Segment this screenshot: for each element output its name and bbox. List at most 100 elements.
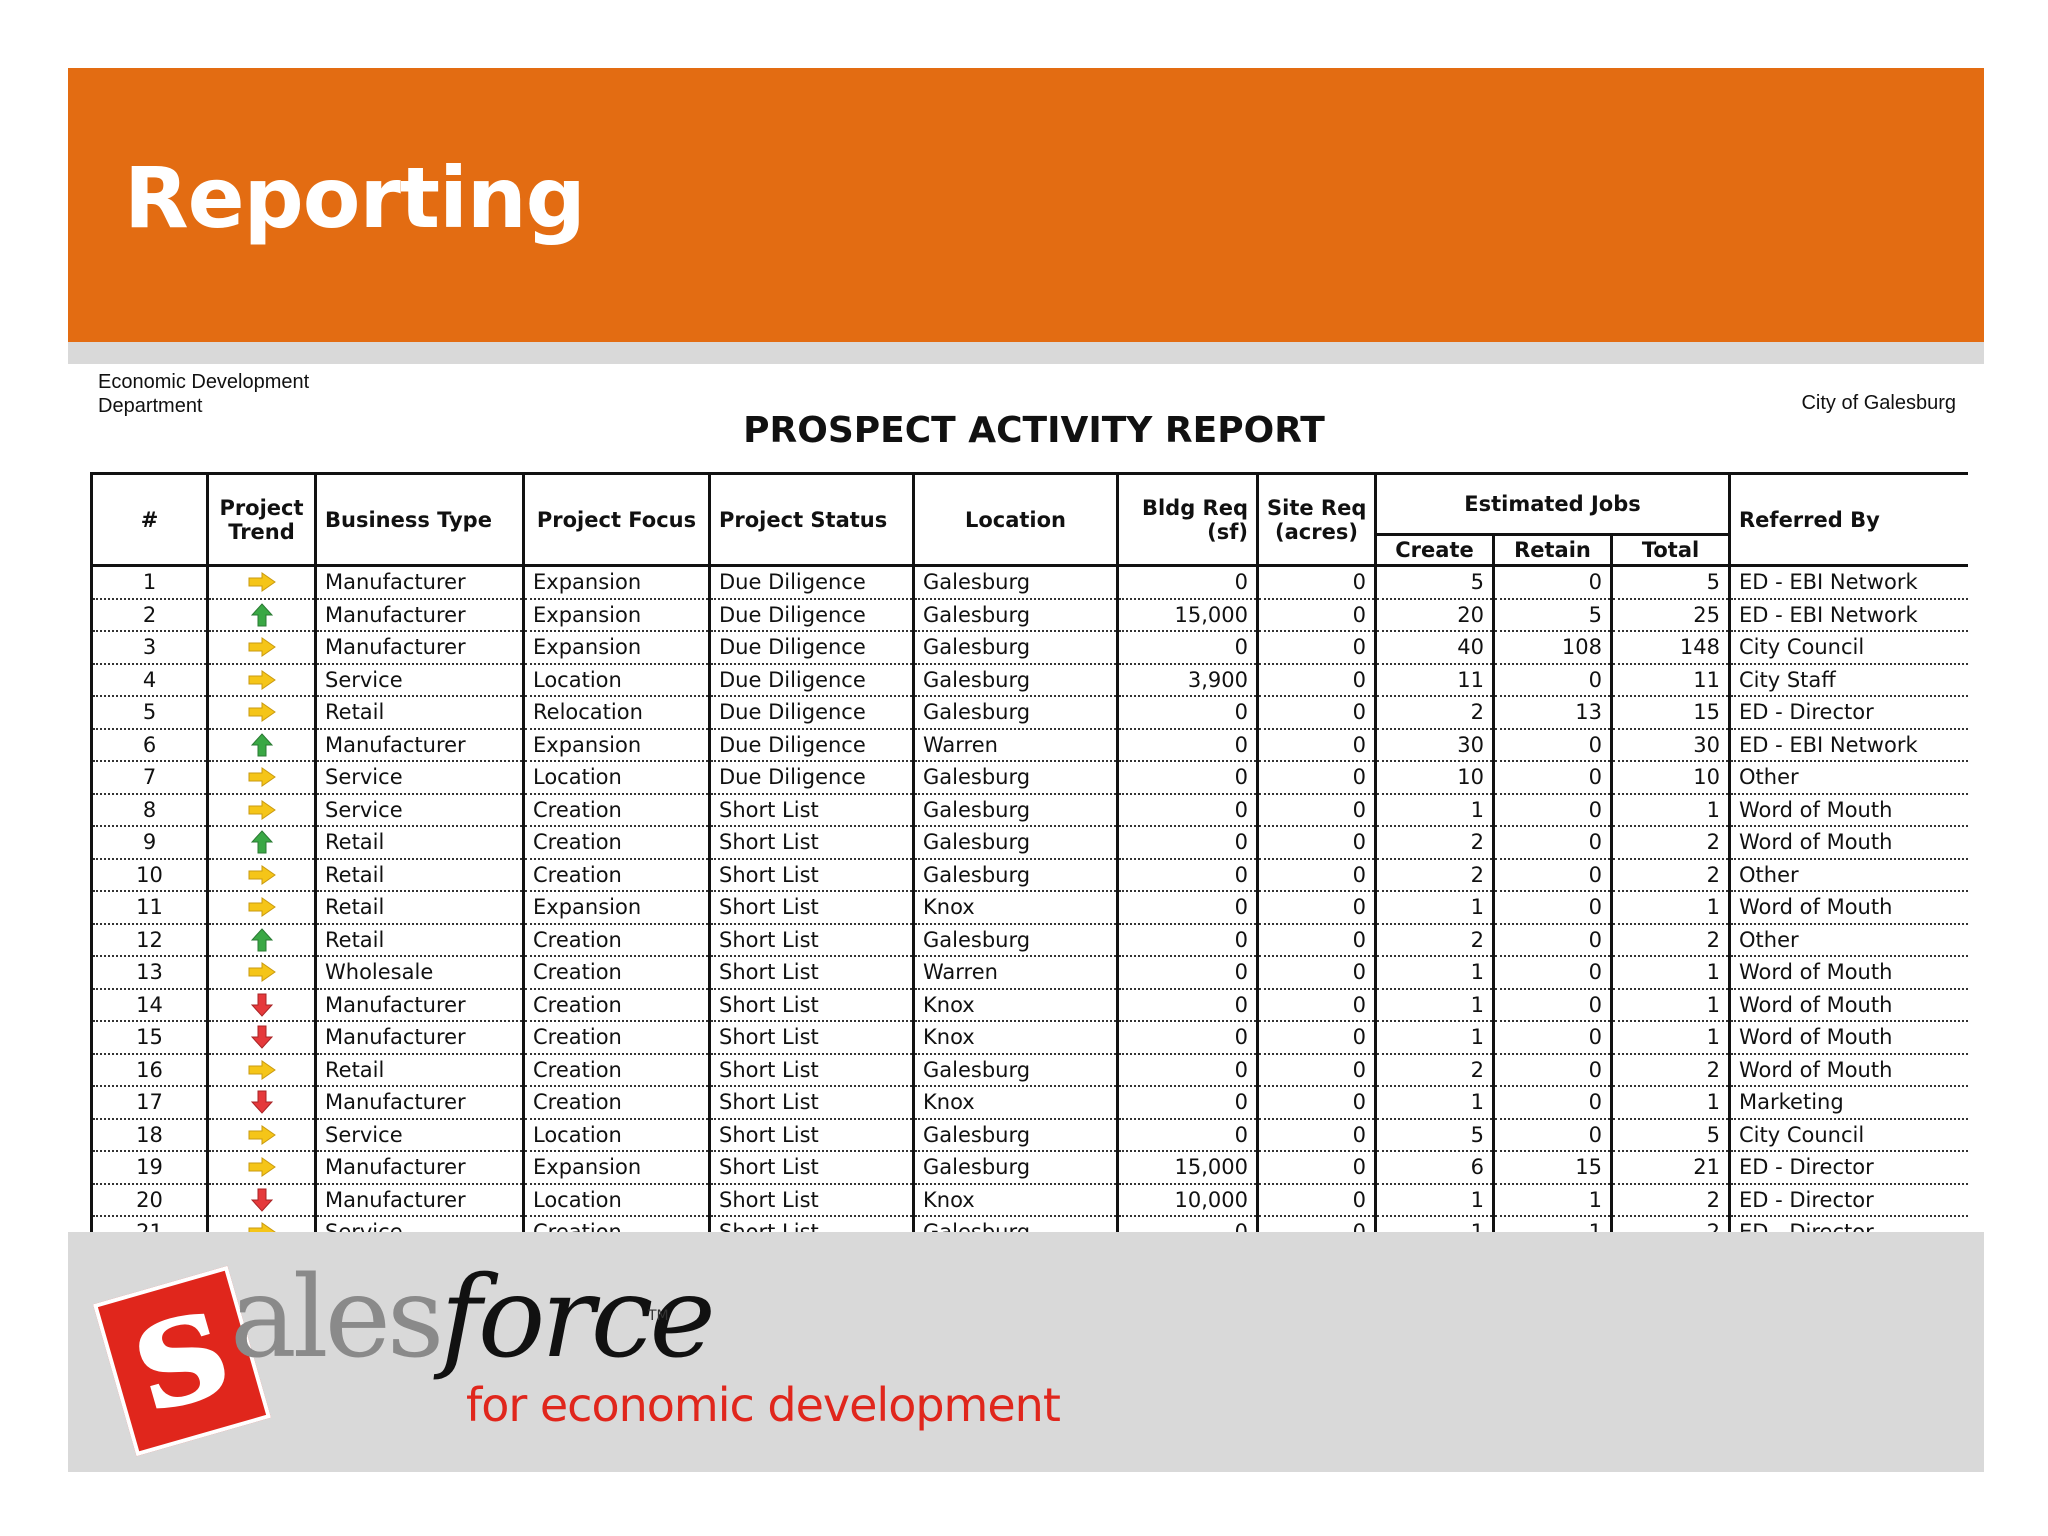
cell-trend	[206, 663, 317, 697]
cell-project-status: Short List	[708, 858, 915, 892]
cell-jobs-total: 5	[1609, 564, 1732, 600]
arrow-right-icon	[217, 1222, 306, 1232]
arrow-right-icon	[217, 572, 306, 593]
cell-bldg-req: 3,900	[1116, 663, 1259, 697]
cell-referred-by: ED - EBI Network	[1728, 564, 1968, 600]
cell-project-status: Due Diligence	[708, 598, 915, 632]
cell-jobs-create: 20	[1374, 598, 1495, 632]
cell-referred-by: Word of Mouth	[1728, 1053, 1968, 1087]
arrow-right-icon	[217, 1157, 306, 1178]
table-row: 16 Retail Creation Short List Galesburg 0 0 2 0 2…	[90, 1053, 1968, 1087]
cell-site-req: 0	[1256, 793, 1377, 827]
cell-project-focus: Location	[522, 1183, 711, 1217]
cell-business-type: Retail	[314, 891, 525, 925]
cell-number: 17	[90, 1086, 209, 1120]
cell-site-req: 0	[1256, 858, 1377, 892]
cell-project-focus: Creation	[522, 793, 711, 827]
cell-project-status: Short List	[708, 891, 915, 925]
cell-location: Knox	[912, 1183, 1119, 1217]
cell-number: 7	[90, 761, 209, 795]
cell-site-req: 0	[1256, 1183, 1377, 1217]
cell-site-req: 0	[1256, 1053, 1377, 1087]
cell-jobs-total: 30	[1609, 728, 1732, 762]
cell-jobs-retain: 0	[1492, 663, 1613, 697]
col-header-bldg-req: Bldg Req (sf)	[1116, 472, 1259, 567]
cell-jobs-total: 1	[1609, 793, 1732, 827]
cell-jobs-create: 2	[1374, 858, 1495, 892]
cell-business-type: Manufacturer	[314, 728, 525, 762]
cell-jobs-total: 148	[1609, 631, 1732, 665]
cell-business-type: Manufacturer	[314, 1086, 525, 1120]
cell-referred-by: City Staff	[1728, 663, 1968, 697]
cell-location: Knox	[912, 988, 1119, 1022]
cell-project-status: Short List	[708, 988, 915, 1022]
cell-jobs-retain: 1	[1492, 1216, 1613, 1232]
cell-jobs-total: 2	[1609, 1216, 1732, 1232]
logo-trademark: TM	[648, 1308, 669, 1324]
cell-location: Galesburg	[912, 1216, 1119, 1232]
cell-trend	[206, 891, 317, 925]
cell-project-focus: Creation	[522, 1086, 711, 1120]
cell-jobs-retain: 0	[1492, 956, 1613, 990]
cell-jobs-create: 5	[1374, 564, 1495, 600]
cell-referred-by: Other	[1728, 858, 1968, 892]
cell-jobs-total: 21	[1609, 1151, 1732, 1185]
cell-jobs-retain: 0	[1492, 728, 1613, 762]
cell-bldg-req: 0	[1116, 696, 1259, 730]
cell-location: Knox	[912, 891, 1119, 925]
col-header-project-status: Project Status	[708, 472, 915, 567]
cell-project-focus: Relocation	[522, 696, 711, 730]
cell-trend	[206, 1118, 317, 1152]
table-row: 19 Manufacturer Expansion Short List Galesbu…	[90, 1151, 1968, 1185]
cell-jobs-retain: 0	[1492, 1053, 1613, 1087]
cell-number: 6	[90, 728, 209, 762]
cell-number: 20	[90, 1183, 209, 1217]
cell-location: Warren	[912, 956, 1119, 990]
cell-project-focus: Creation	[522, 1053, 711, 1087]
arrow-up-icon	[217, 733, 306, 757]
arrow-right-icon	[217, 897, 306, 918]
cell-location: Galesburg	[912, 1151, 1119, 1185]
report-table-container: # Project Trend Business Type Project Fo…	[90, 472, 1968, 1232]
cell-trend	[206, 826, 317, 860]
arrow-down-icon	[217, 1090, 306, 1114]
cell-bldg-req: 15,000	[1116, 1151, 1259, 1185]
arrow-right-icon	[217, 637, 306, 658]
cell-project-focus: Creation	[522, 956, 711, 990]
cell-jobs-total: 2	[1609, 1053, 1732, 1087]
cell-jobs-create: 1	[1374, 1086, 1495, 1120]
header-divider	[68, 342, 1984, 364]
cell-bldg-req: 0	[1116, 1021, 1259, 1055]
arrow-up-icon	[217, 928, 306, 952]
cell-number: 5	[90, 696, 209, 730]
cell-referred-by: Word of Mouth	[1728, 826, 1968, 860]
cell-site-req: 0	[1256, 1021, 1377, 1055]
cell-site-req: 0	[1256, 564, 1377, 600]
cell-number: 11	[90, 891, 209, 925]
cell-project-status: Short List	[708, 1053, 915, 1087]
table-row: 18 Service Location Short List Galesburg 0 0 5 0…	[90, 1118, 1968, 1152]
col-header-create: Create	[1374, 533, 1495, 567]
cell-jobs-retain: 15	[1492, 1151, 1613, 1185]
cell-bldg-req: 0	[1116, 956, 1259, 990]
cell-bldg-req: 0	[1116, 728, 1259, 762]
cell-jobs-total: 2	[1609, 923, 1732, 957]
cell-bldg-req: 0	[1116, 891, 1259, 925]
cell-site-req: 0	[1256, 663, 1377, 697]
cell-jobs-create: 1	[1374, 1183, 1495, 1217]
table-row: 11 Retail Expansion Short List Knox 0 0 1 0 1 Word…	[90, 891, 1968, 925]
cell-project-focus: Creation	[522, 988, 711, 1022]
cell-jobs-retain: 0	[1492, 858, 1613, 892]
cell-business-type: Retail	[314, 826, 525, 860]
cell-jobs-total: 1	[1609, 988, 1732, 1022]
cell-jobs-retain: 13	[1492, 696, 1613, 730]
cell-number: 8	[90, 793, 209, 827]
cell-project-focus: Location	[522, 1118, 711, 1152]
cell-jobs-retain: 0	[1492, 923, 1613, 957]
cell-number: 21	[90, 1216, 209, 1232]
cell-bldg-req: 0	[1116, 988, 1259, 1022]
cell-business-type: Manufacturer	[314, 1183, 525, 1217]
cell-project-status: Short List	[708, 956, 915, 990]
cell-jobs-total: 1	[1609, 956, 1732, 990]
table-row: 10 Retail Creation Short List Galesburg 0 0 2 0 2…	[90, 858, 1968, 892]
